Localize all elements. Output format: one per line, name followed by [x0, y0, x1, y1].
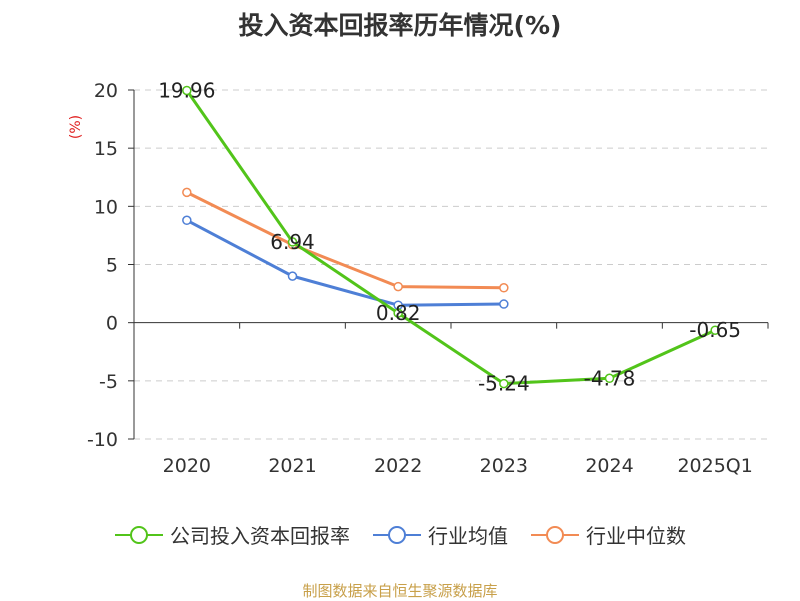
data-label: 0.82: [376, 301, 421, 325]
x-tick-label: 2023: [480, 455, 528, 477]
series-line: [186, 191, 504, 290]
data-point: [182, 187, 192, 198]
y-tick-label: 20: [94, 80, 118, 102]
chart-title: 投入资本回报率历年情况(%): [238, 11, 562, 40]
x-tick-label: 2024: [585, 455, 633, 477]
y-tick-label: -10: [87, 429, 118, 451]
legend: 公司投入资本回报率 行业均值 行业中位数: [0, 520, 800, 549]
data-label: -5.24: [478, 372, 530, 396]
data-point: [499, 299, 509, 309]
legend-item-industry-median[interactable]: 行业中位数: [530, 520, 686, 549]
data-label: 6.94: [270, 230, 315, 254]
y-tick-label: -5: [99, 371, 118, 393]
series-line: [185, 89, 716, 386]
y-tick-label: 0: [106, 313, 118, 335]
data-point: [604, 373, 615, 384]
data-point: [182, 215, 192, 226]
legend-item-company-roic[interactable]: 公司投入资本回报率: [114, 520, 350, 549]
y-tick-label: 5: [106, 255, 118, 277]
legend-marker-industry-mean: [373, 525, 421, 544]
x-tick-label: 2021: [268, 455, 316, 477]
legend-label-company-roic: 公司投入资本回报率: [170, 524, 350, 548]
x-tick-label: 2022: [374, 455, 422, 477]
data-point: [710, 325, 720, 335]
legend-item-industry-mean[interactable]: 行业均值: [372, 520, 508, 549]
series-line: [186, 218, 504, 307]
y-axis-label: (%): [68, 115, 84, 139]
data-point: [287, 237, 298, 247]
data-point: [499, 378, 509, 389]
y-tick-label: 10: [94, 196, 118, 218]
x-tick-label: 2025Q1: [677, 455, 752, 477]
data-point: [182, 85, 192, 96]
data-label: 19.96: [158, 78, 215, 102]
legend-marker-industry-median: [531, 525, 579, 544]
data-point: [393, 308, 403, 318]
y-tick-label: 15: [94, 138, 118, 160]
data-label: -0.65: [689, 318, 741, 342]
data-point: [287, 271, 298, 281]
legend-label-industry-median: 行业中位数: [586, 524, 686, 548]
data-source-note: 制图数据来自恒生聚源数据库: [302, 582, 498, 600]
legend-label-industry-mean: 行业均值: [428, 524, 508, 548]
data-point: [499, 283, 509, 293]
data-label: -4.78: [584, 366, 636, 390]
x-tick-label: 2020: [163, 455, 211, 477]
data-point: [393, 281, 403, 292]
legend-marker-company-roic: [115, 525, 163, 544]
